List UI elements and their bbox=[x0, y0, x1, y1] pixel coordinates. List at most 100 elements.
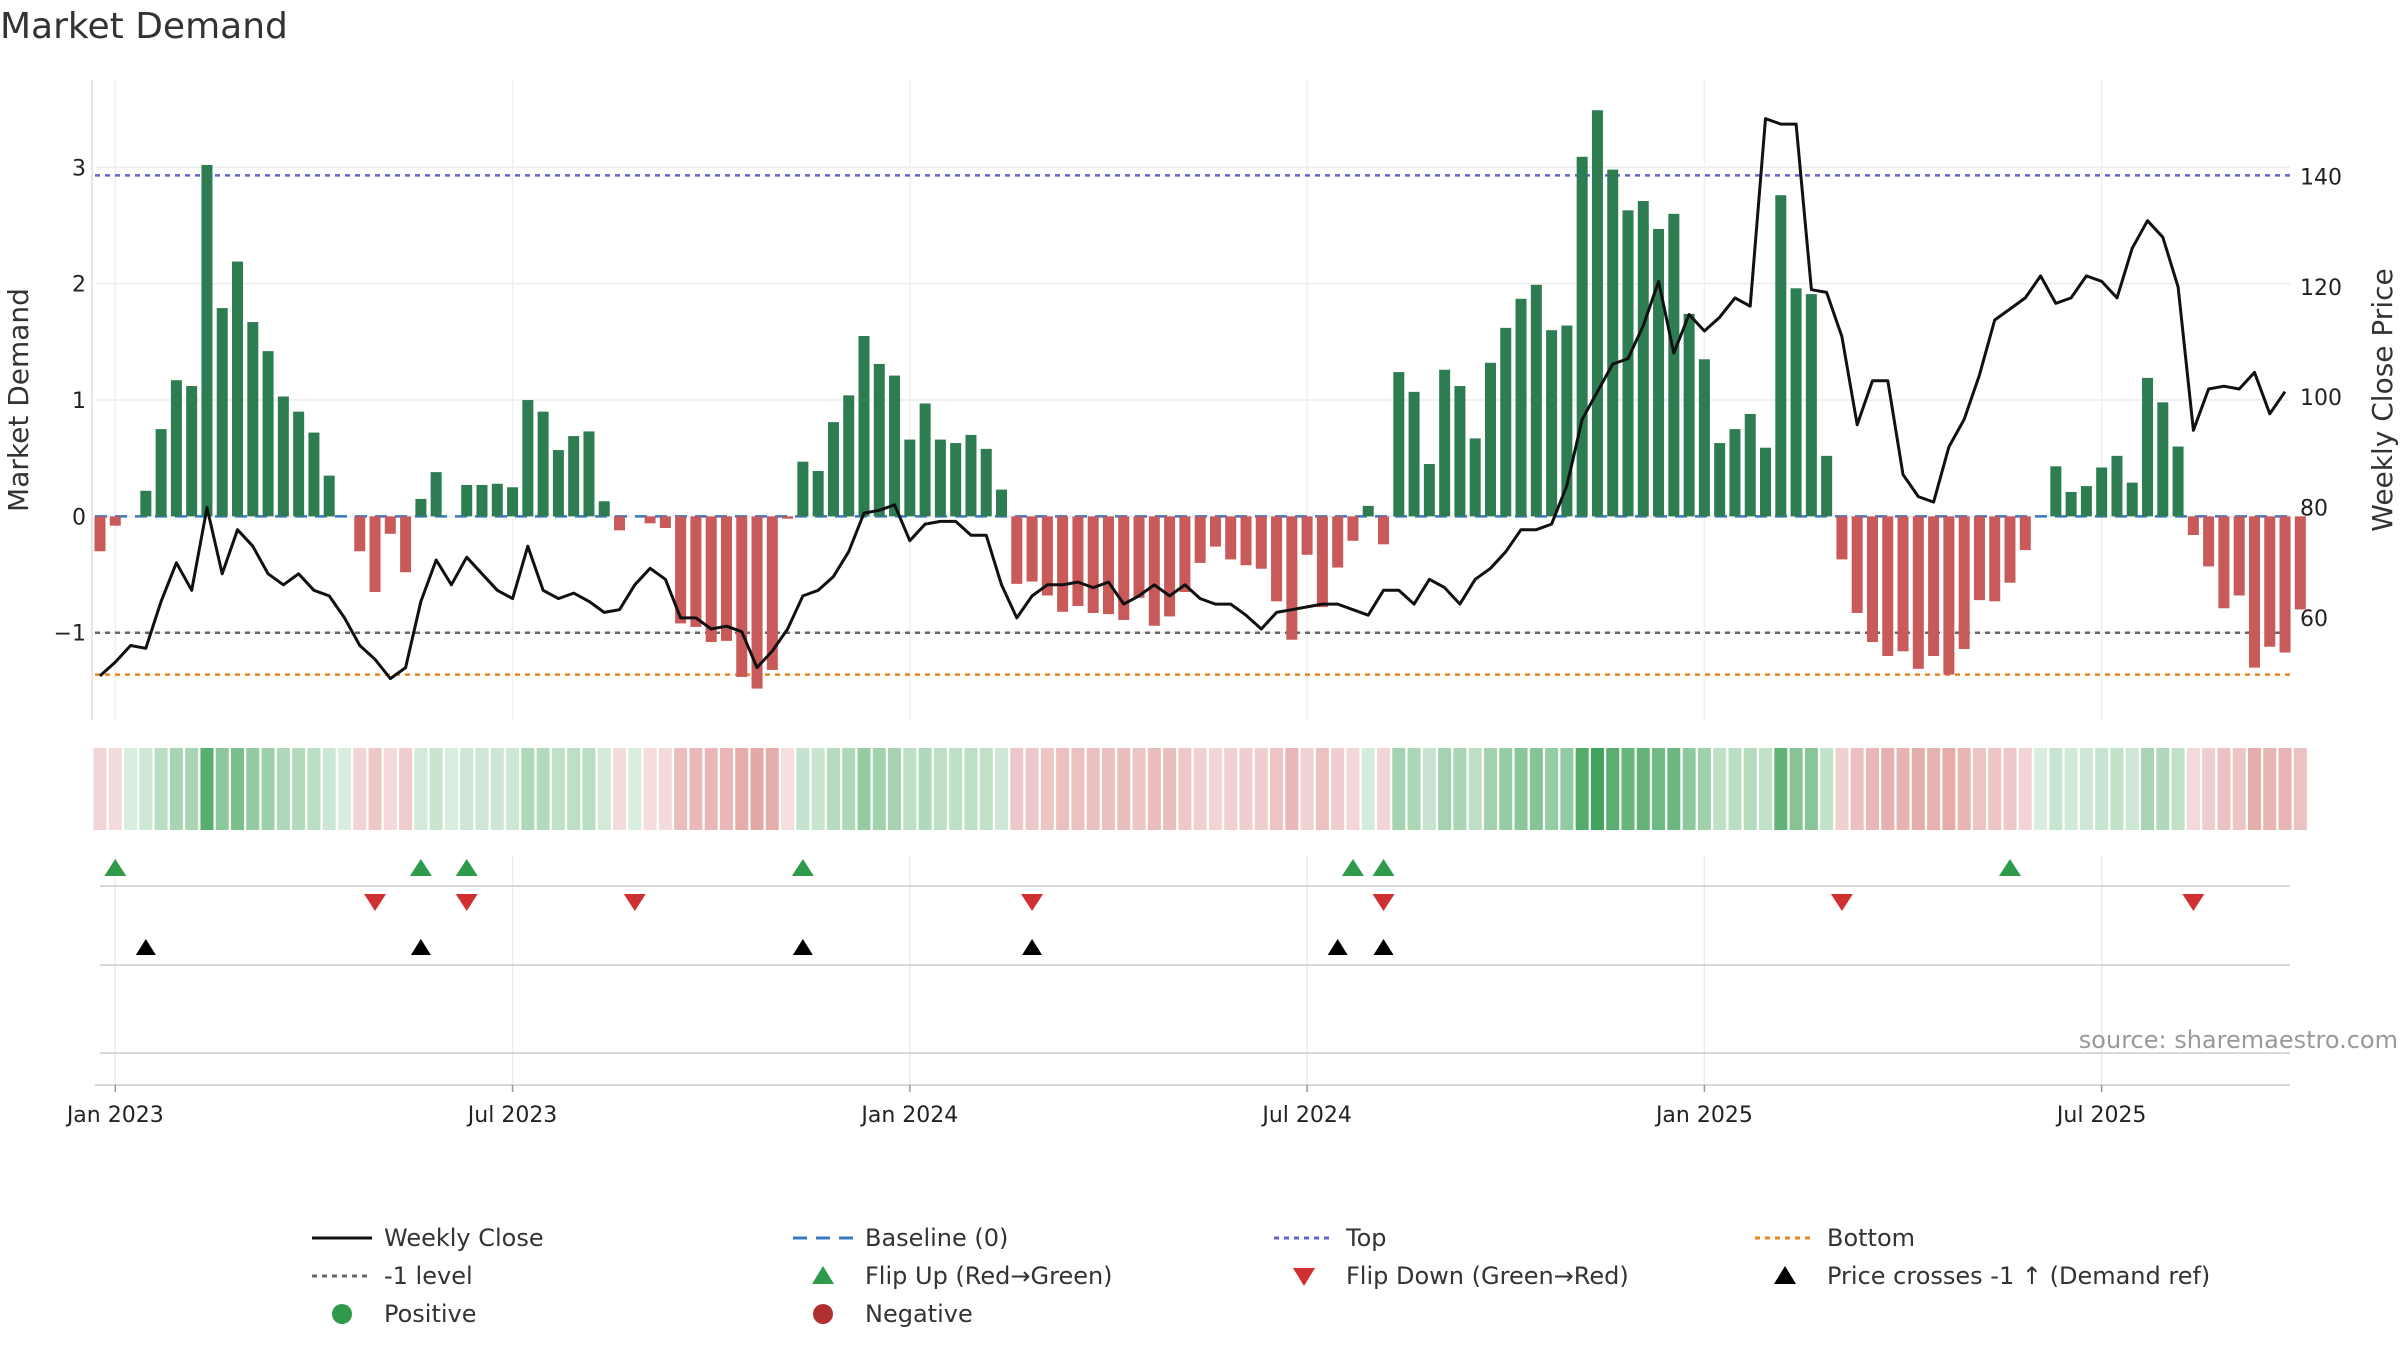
heat-cell bbox=[108, 748, 122, 830]
demand-bar bbox=[1118, 516, 1130, 620]
heat-cell bbox=[169, 748, 183, 830]
demand-bar bbox=[1362, 505, 1374, 517]
legend-item: Baseline (0) bbox=[793, 1224, 1008, 1252]
x-tick-label: Jan 2024 bbox=[859, 1103, 958, 1128]
demand-bar bbox=[507, 487, 519, 517]
heat-cell bbox=[949, 748, 963, 830]
demand-bar bbox=[797, 461, 809, 517]
heat-cell bbox=[1331, 748, 1345, 830]
flip-down-marker bbox=[364, 894, 387, 911]
x-tick-label: Jan 2023 bbox=[65, 1103, 164, 1128]
demand-bar bbox=[461, 484, 473, 517]
heat-cell bbox=[1239, 748, 1253, 830]
heat-cell bbox=[1224, 748, 1238, 830]
heat-cell bbox=[1468, 748, 1482, 830]
demand-bar bbox=[1484, 362, 1496, 517]
heat-cell bbox=[200, 748, 214, 830]
heat-cell bbox=[368, 748, 382, 830]
heat-cell bbox=[2186, 748, 2200, 830]
heat-cell bbox=[1697, 748, 1711, 830]
heat-cell bbox=[399, 748, 413, 830]
heat-cell bbox=[1422, 748, 1436, 830]
demand-bar bbox=[1561, 325, 1573, 517]
heat-cell bbox=[490, 748, 504, 830]
heat-cell bbox=[719, 748, 733, 830]
heat-cell bbox=[888, 748, 902, 830]
heat-cell bbox=[979, 748, 993, 830]
heat-cell bbox=[1071, 748, 1085, 830]
demand-bar bbox=[354, 516, 366, 552]
heat-cell bbox=[1132, 748, 1146, 830]
demand-bar bbox=[690, 516, 702, 627]
demand-bar bbox=[1973, 516, 1985, 601]
demand-bar bbox=[1653, 228, 1665, 517]
legend-triangle-up-icon bbox=[812, 1266, 834, 1284]
legend-label: Bottom bbox=[1827, 1224, 1915, 1252]
demand-bar bbox=[1698, 359, 1710, 517]
demand-bar bbox=[1790, 288, 1802, 517]
demand-bar bbox=[919, 403, 931, 517]
price-cross-marker bbox=[792, 939, 813, 955]
demand-bar bbox=[1943, 516, 1955, 675]
demand-bar bbox=[2157, 402, 2169, 517]
demand-bar bbox=[369, 516, 381, 592]
demand-bar bbox=[476, 484, 488, 517]
heat-cell bbox=[857, 748, 871, 830]
heat-cell bbox=[811, 748, 825, 830]
chart-title: Market Demand bbox=[0, 6, 288, 47]
heat-cell bbox=[1163, 748, 1177, 830]
weekly-close-line bbox=[98, 117, 2287, 681]
heat-cell bbox=[918, 748, 932, 830]
heat-cell bbox=[1743, 748, 1757, 830]
heat-cell bbox=[139, 748, 153, 830]
demand-bar bbox=[2187, 516, 2199, 535]
demand-bar bbox=[950, 443, 962, 517]
flip-up-marker bbox=[1341, 859, 1364, 876]
y-left-tick-label: −1 bbox=[54, 622, 86, 647]
demand-bar bbox=[2080, 486, 2092, 517]
demand-bar bbox=[843, 395, 855, 517]
heat-cell bbox=[1117, 748, 1131, 830]
grid-lines bbox=[95, 80, 2290, 1085]
demand-bar bbox=[644, 516, 656, 524]
heat-cell bbox=[536, 748, 550, 830]
demand-bar bbox=[155, 429, 167, 517]
y-left-tick-label: 0 bbox=[72, 505, 86, 530]
flip-down-marker bbox=[1372, 894, 1395, 911]
flip-down-marker bbox=[1021, 894, 1044, 911]
demand-bar bbox=[262, 351, 274, 517]
heat-cell bbox=[2064, 748, 2078, 830]
heat-cell bbox=[1086, 748, 1100, 830]
demand-bar bbox=[1607, 169, 1619, 517]
legend-triangle-up-icon bbox=[1774, 1266, 1796, 1284]
y-right-tick-label: 100 bbox=[2300, 386, 2342, 411]
demand-bar bbox=[308, 432, 320, 517]
legend-item: -1 level bbox=[312, 1262, 473, 1290]
demand-bar bbox=[1164, 516, 1176, 617]
legend-item: Bottom bbox=[1755, 1224, 1915, 1252]
flip-down-marker bbox=[623, 894, 646, 911]
demand-bar bbox=[2248, 516, 2260, 668]
demand-bar bbox=[1882, 516, 1894, 656]
heat-cell bbox=[1040, 748, 1054, 830]
demand-bar bbox=[1912, 516, 1924, 669]
heat-cell bbox=[414, 748, 428, 830]
demand-bar bbox=[1102, 516, 1114, 615]
heat-cell bbox=[842, 748, 856, 830]
heat-cell bbox=[185, 748, 199, 830]
heat-cell bbox=[1529, 748, 1543, 830]
demand-bar bbox=[384, 516, 396, 534]
demand-bar bbox=[1683, 313, 1695, 517]
demand-bar bbox=[1133, 516, 1145, 598]
heat-cell bbox=[995, 748, 1009, 830]
flip-up-marker bbox=[1999, 859, 2021, 876]
legend-item: Weekly Close bbox=[312, 1224, 544, 1252]
heat-cell bbox=[1392, 748, 1406, 830]
demand-bar bbox=[1439, 369, 1451, 517]
heat-cell bbox=[1147, 748, 1161, 830]
demand-bar bbox=[904, 439, 916, 517]
demand-bar bbox=[675, 516, 687, 624]
y-left-tick-label: 2 bbox=[72, 273, 86, 298]
heat-cell bbox=[781, 748, 795, 830]
y-right-tick-label: 60 bbox=[2300, 607, 2328, 632]
